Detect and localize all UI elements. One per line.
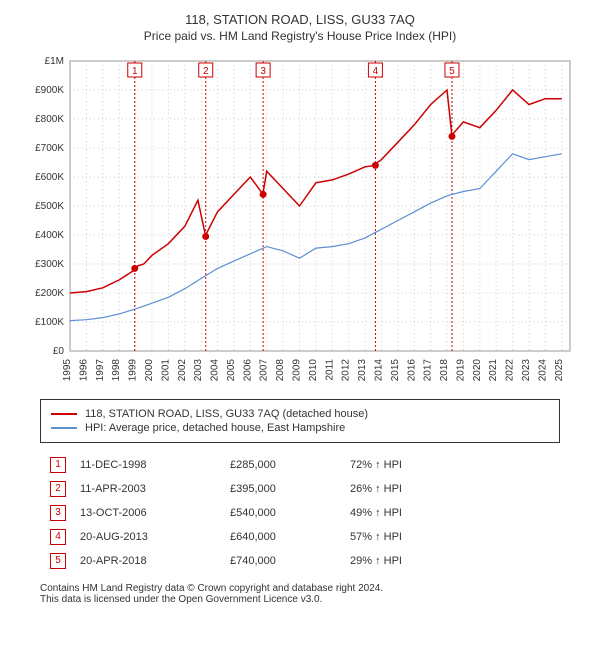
svg-text:£500K: £500K [35, 201, 64, 212]
sale-pct: 29% ↑ HPI [350, 555, 470, 567]
svg-text:£400K: £400K [35, 230, 64, 241]
svg-text:2022: 2022 [505, 359, 516, 382]
svg-text:£600K: £600K [35, 172, 64, 183]
page-subtitle: Price paid vs. HM Land Registry's House … [10, 29, 590, 43]
sale-price: £740,000 [230, 555, 350, 567]
price-chart: £0 £100K £200K £300K £400K £500K £600K £700K £80… [20, 51, 580, 391]
svg-text:2020: 2020 [472, 359, 483, 382]
svg-text:2017: 2017 [423, 359, 434, 382]
table-row: 2 11-APR-2003£395,00026% ↑ HPI [40, 477, 560, 501]
svg-text:1998: 1998 [111, 359, 122, 382]
svg-text:2000: 2000 [144, 359, 155, 382]
sales-table: 1 11-DEC-1998£285,00072% ↑ HPI 2 11-APR-200… [40, 453, 560, 573]
svg-text:3: 3 [260, 66, 266, 77]
sale-marker-icon: 5 [50, 553, 66, 569]
sale-date: 20-APR-2018 [80, 555, 230, 567]
sale-date: 13-OCT-2006 [80, 507, 230, 519]
svg-text:2: 2 [203, 66, 209, 77]
svg-text:£200K: £200K [35, 288, 64, 299]
svg-text:£800K: £800K [35, 114, 64, 125]
svg-text:1996: 1996 [78, 359, 89, 382]
sale-date: 11-APR-2003 [80, 483, 230, 495]
sale-pct: 57% ↑ HPI [350, 531, 470, 543]
footer-line: This data is licensed under the Open Gov… [40, 594, 560, 605]
legend-swatch-property [51, 413, 77, 415]
table-row: 1 11-DEC-1998£285,00072% ↑ HPI [40, 453, 560, 477]
svg-text:1995: 1995 [62, 359, 73, 382]
svg-text:£300K: £300K [35, 259, 64, 270]
svg-text:2002: 2002 [177, 359, 188, 382]
page-title: 118, STATION ROAD, LISS, GU33 7AQ [10, 12, 590, 27]
legend-label: HPI: Average price, detached house, East… [85, 422, 345, 434]
svg-text:2011: 2011 [324, 359, 335, 381]
legend-label: 118, STATION ROAD, LISS, GU33 7AQ (detac… [85, 408, 368, 420]
svg-text:2007: 2007 [259, 359, 270, 382]
svg-text:2009: 2009 [292, 359, 303, 382]
svg-text:4: 4 [373, 66, 379, 77]
sale-marker-icon: 2 [50, 481, 66, 497]
sale-date: 11-DEC-1998 [80, 459, 230, 471]
svg-text:2001: 2001 [160, 359, 171, 382]
svg-text:£100K: £100K [35, 317, 64, 328]
svg-text:1: 1 [132, 66, 138, 77]
svg-text:2019: 2019 [455, 359, 466, 382]
svg-text:2021: 2021 [488, 359, 499, 382]
svg-text:£1M: £1M [45, 56, 64, 67]
svg-text:2018: 2018 [439, 359, 450, 382]
svg-text:£0: £0 [53, 346, 65, 357]
svg-text:2016: 2016 [406, 359, 417, 382]
svg-text:2005: 2005 [226, 359, 237, 382]
sale-price: £395,000 [230, 483, 350, 495]
sale-marker-icon: 1 [50, 457, 66, 473]
svg-text:2008: 2008 [275, 359, 286, 382]
svg-text:1999: 1999 [128, 359, 139, 382]
svg-text:2010: 2010 [308, 359, 319, 382]
table-row: 3 13-OCT-2006£540,00049% ↑ HPI [40, 501, 560, 525]
sale-marker-icon: 3 [50, 505, 66, 521]
legend-swatch-hpi [51, 427, 77, 429]
sale-price: £540,000 [230, 507, 350, 519]
footer-line: Contains HM Land Registry data © Crown c… [40, 583, 560, 594]
sale-marker-icon: 4 [50, 529, 66, 545]
table-row: 4 20-AUG-2013£640,00057% ↑ HPI [40, 525, 560, 549]
svg-text:2014: 2014 [373, 359, 384, 382]
svg-text:2012: 2012 [341, 359, 352, 382]
svg-text:5: 5 [449, 66, 455, 77]
footer: Contains HM Land Registry data © Crown c… [30, 583, 570, 605]
svg-text:£700K: £700K [35, 143, 64, 154]
sale-pct: 72% ↑ HPI [350, 459, 470, 471]
sale-price: £285,000 [230, 459, 350, 471]
svg-text:2015: 2015 [390, 359, 401, 382]
svg-text:2003: 2003 [193, 359, 204, 382]
svg-text:2024: 2024 [537, 359, 548, 382]
svg-text:1997: 1997 [95, 359, 106, 382]
legend-item-hpi: HPI: Average price, detached house, East… [51, 422, 549, 434]
svg-text:2025: 2025 [554, 359, 565, 382]
sale-pct: 49% ↑ HPI [350, 507, 470, 519]
svg-text:2004: 2004 [210, 359, 221, 382]
legend-item-property: 118, STATION ROAD, LISS, GU33 7AQ (detac… [51, 408, 549, 420]
sale-price: £640,000 [230, 531, 350, 543]
svg-text:2013: 2013 [357, 359, 368, 382]
legend: 118, STATION ROAD, LISS, GU33 7AQ (detac… [40, 399, 560, 443]
sale-pct: 26% ↑ HPI [350, 483, 470, 495]
svg-text:2006: 2006 [242, 359, 253, 382]
svg-text:2023: 2023 [521, 359, 532, 382]
sale-date: 20-AUG-2013 [80, 531, 230, 543]
table-row: 5 20-APR-2018£740,00029% ↑ HPI [40, 549, 560, 573]
svg-text:£900K: £900K [35, 85, 64, 96]
